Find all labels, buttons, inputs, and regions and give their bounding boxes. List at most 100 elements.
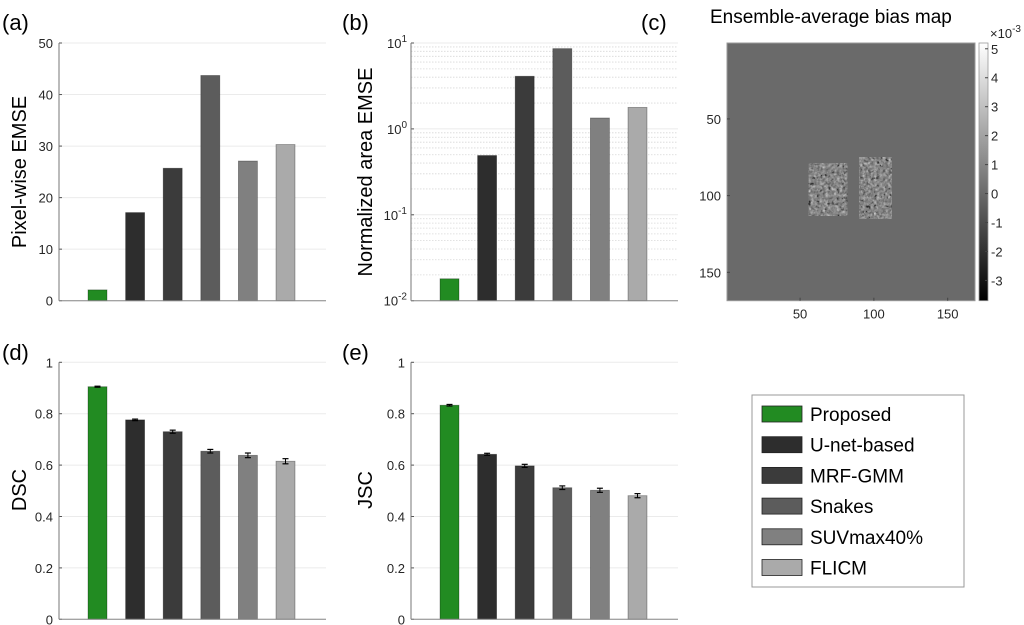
y-tick-label: 0.4 — [387, 510, 405, 525]
bar-mrf-gmm — [514, 75, 535, 302]
legend-swatch — [761, 497, 803, 515]
colorbar-tick-label: 1 — [991, 158, 998, 173]
colorbar-tick-label: 0 — [991, 187, 998, 202]
legend-entry: MRF-GMM — [761, 466, 904, 487]
colorbar-multiplier: ×10-3 — [990, 24, 1021, 41]
legend: Proposed U-net-based MRF-GMM Snakes SUVmax40… — [751, 394, 965, 588]
y-tick-label: 0 — [46, 294, 53, 309]
right-lesion-region — [859, 157, 892, 219]
bar-u-net-based — [477, 453, 498, 620]
panel-label: (b) — [342, 10, 369, 35]
panel-label: (a) — [2, 10, 29, 35]
bar-flicm — [627, 495, 648, 620]
y-tick-label: 0.6 — [35, 458, 53, 473]
y-axis-label: DSC — [9, 469, 31, 511]
y-tick-label: 20 — [39, 191, 53, 206]
x-tick-label: 150 — [937, 307, 959, 322]
y-tick-label: 0.4 — [35, 510, 53, 525]
panel-a: 0 10 20 30 40 50 (a) Pixel-wise EMSE — [2, 10, 326, 309]
y-tick-label: 10-2 — [384, 292, 408, 309]
bar-suvmax40- — [237, 160, 258, 302]
bar-proposed — [87, 289, 108, 302]
bar-u-net-based — [125, 212, 145, 302]
bar-snakes — [552, 48, 573, 302]
panel-d: 0 0.2 0.4 0.6 0.8 1 (d) DSC — [2, 340, 326, 625]
legend-label: Proposed — [810, 405, 891, 426]
bar-mrf-gmm — [162, 167, 183, 302]
y-tick-label: 0.8 — [35, 407, 53, 422]
panel-b: 10-2 10-1 100 101 (b) Normalized area EMSE — [342, 10, 678, 309]
heatmap-frame — [726, 42, 976, 302]
y-tick-label: 1 — [46, 355, 53, 370]
colorbar-tick-label: -3 — [991, 273, 1003, 288]
bar-suvmax40- — [590, 489, 610, 620]
legend-label: SUVmax40% — [810, 528, 923, 549]
y-tick-label: 0.8 — [387, 407, 405, 422]
colorbar-tick-label: -1 — [991, 216, 1003, 231]
legend-box — [751, 394, 965, 588]
legend-swatch — [761, 436, 803, 454]
colorbar-tick-label: -2 — [991, 244, 1003, 259]
y-tick-label: 101 — [387, 34, 407, 51]
x-tick-label: 50 — [793, 307, 807, 322]
legend-entry: Snakes — [761, 497, 873, 518]
colorbar-tick-label: 5 — [991, 42, 998, 57]
panel-e: 0 0.2 0.4 0.6 0.8 1 (e) JSC — [342, 340, 678, 625]
y-tick-label: 0.2 — [387, 561, 405, 576]
left-lesion-region — [808, 163, 848, 216]
legend-swatch — [761, 559, 803, 576]
bar-u-net-based — [477, 155, 498, 302]
bar-proposed — [439, 278, 460, 302]
y-tick-label: 0.6 — [387, 458, 405, 473]
legend-entry: U-net-based — [761, 436, 915, 457]
bar-proposed — [439, 404, 460, 620]
y-tick-label: 10 — [39, 242, 53, 257]
legend-label: Snakes — [810, 497, 873, 518]
bar-mrf-gmm — [162, 431, 183, 620]
colorbar — [978, 42, 989, 302]
legend-entry: SUVmax40% — [761, 528, 923, 549]
y-tick-label: 40 — [39, 88, 53, 103]
heatmap-title: Ensemble-average bias map — [710, 7, 952, 28]
legend-swatch — [761, 466, 803, 484]
legend-swatch — [761, 405, 803, 423]
y-tick-label: 30 — [39, 139, 53, 154]
bar-flicm — [275, 460, 296, 620]
heatmap-image — [727, 43, 975, 301]
bar-mrf-gmm — [514, 465, 535, 620]
y-tick-label: 10-1 — [384, 206, 408, 223]
legend-label: FLICM — [810, 559, 867, 580]
colorbar-tick-label: 4 — [991, 71, 998, 86]
lesion-regions — [808, 157, 892, 219]
legend-label: MRF-GMM — [810, 466, 904, 487]
bar-flicm — [275, 144, 296, 302]
bar-suvmax40- — [590, 117, 610, 302]
legend-label: U-net-based — [810, 436, 915, 457]
bar-u-net-based — [125, 419, 145, 620]
legend-entry: Proposed — [761, 405, 891, 426]
legend-entry: FLICM — [761, 559, 867, 580]
y-tick-label: 100 — [387, 120, 407, 137]
bar-proposed — [87, 386, 108, 620]
bar-snakes — [200, 75, 221, 302]
bar-flicm — [627, 106, 648, 302]
y-tick-label: 0 — [46, 612, 53, 625]
bar-snakes — [200, 450, 221, 620]
y-tick-label: 100 — [699, 189, 721, 204]
colorbar-tick-label: 2 — [991, 129, 998, 144]
colorbar-tick-label: 3 — [991, 100, 998, 115]
y-tick-label: 50 — [707, 112, 721, 127]
y-tick-label: 0 — [398, 612, 405, 625]
y-tick-label: 50 — [39, 36, 53, 51]
bar-suvmax40- — [237, 454, 258, 620]
y-tick-label: 150 — [699, 265, 721, 280]
y-tick-label: 1 — [398, 355, 405, 370]
y-tick-label: 0.2 — [35, 561, 53, 576]
x-tick-label: 100 — [863, 307, 885, 322]
panel-label: (d) — [2, 340, 29, 365]
y-axis-label: Pixel-wise EMSE — [9, 96, 31, 248]
bar-snakes — [552, 487, 573, 620]
legend-swatch — [761, 528, 803, 546]
